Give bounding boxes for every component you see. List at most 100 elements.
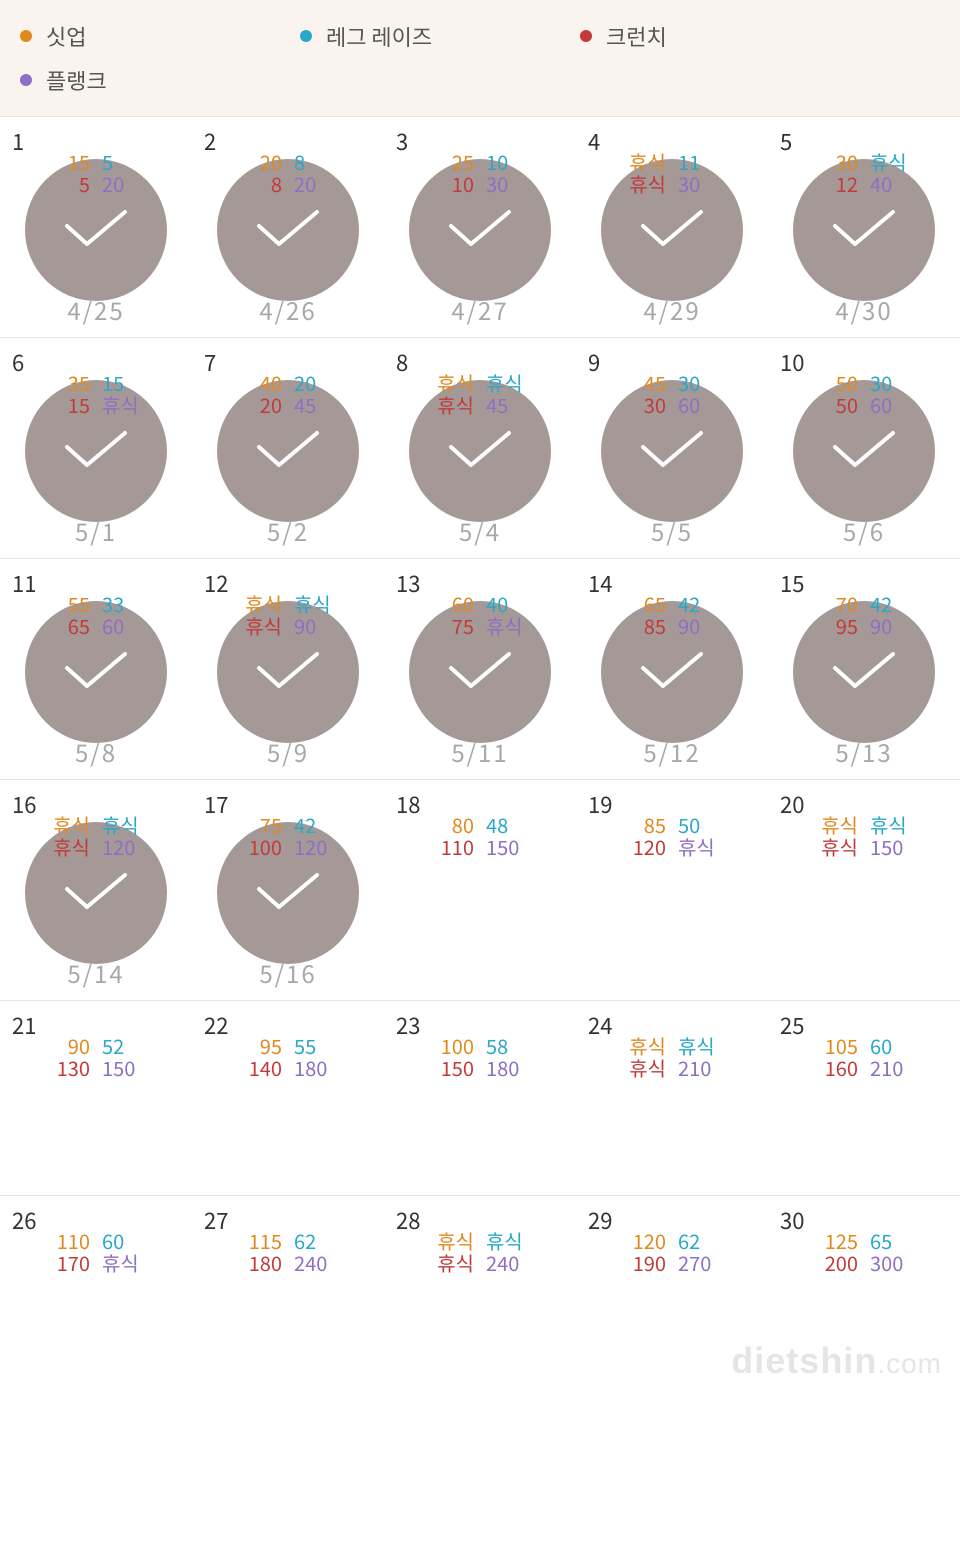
checkmark-icon — [445, 208, 515, 252]
value-crunch: 휴식 — [25, 836, 96, 858]
day-date: 4/27 — [384, 292, 576, 327]
exercise-values: 휴식휴식휴식120 — [25, 814, 167, 858]
day-cell[interactable]: 15704295905/13 — [768, 558, 960, 779]
day-cell[interactable]: 6351515휴식5/1 — [0, 337, 192, 558]
checkmark-icon — [61, 871, 131, 915]
value-crunch: 20 — [217, 394, 288, 416]
day-cell[interactable]: 229555140180 — [192, 1000, 384, 1195]
day-date: 5/13 — [768, 734, 960, 769]
exercise-values: 10058150180 — [409, 1035, 551, 1079]
day-cell[interactable]: 9453030605/5 — [576, 337, 768, 558]
value-crunch: 160 — [793, 1057, 864, 1079]
exercise-values: 휴식휴식휴식150 — [793, 814, 935, 858]
value-crunch: 8 — [217, 173, 288, 195]
value-crunch: 65 — [25, 615, 96, 637]
day-date: 5/2 — [192, 513, 384, 548]
value-crunch: 휴식 — [601, 173, 672, 195]
exercise-values: 9555140180 — [217, 1035, 359, 1079]
day-cell[interactable]: 2310058150180 — [384, 1000, 576, 1195]
exercise-values: 9052130150 — [25, 1035, 167, 1079]
day-cell[interactable]: 8휴식휴식휴식455/4 — [384, 337, 576, 558]
day-cell[interactable]: 20휴식휴식휴식150 — [768, 779, 960, 974]
value-plank: 60 — [96, 615, 167, 637]
exercise-values: 45303060 — [601, 372, 743, 416]
day-cell[interactable]: 16휴식휴식휴식1205/14 — [0, 779, 192, 1000]
value-crunch: 휴식 — [409, 1252, 480, 1274]
day-date: 5/11 — [384, 734, 576, 769]
day-cell[interactable]: 7402020455/2 — [192, 337, 384, 558]
day-date: 5/6 — [768, 513, 960, 548]
checkmark-icon — [637, 650, 707, 694]
value-plank: 90 — [672, 615, 743, 637]
value-plank: 180 — [480, 1057, 551, 1079]
checkmark-icon — [445, 650, 515, 694]
checkmark-icon — [61, 208, 131, 252]
day-cell[interactable]: 24휴식휴식휴식210 — [576, 1000, 768, 1195]
value-crunch: 30 — [601, 394, 672, 416]
legend-item-situp: 싯업 — [20, 20, 300, 52]
day-cell[interactable]: 13604075휴식5/11 — [384, 558, 576, 779]
day-cell[interactable]: 1775421001205/16 — [192, 779, 384, 1000]
exercise-values: 50305060 — [793, 372, 935, 416]
crunch-dot-icon — [580, 30, 592, 42]
day-cell[interactable]: 219052130150 — [0, 1000, 192, 1195]
day-cell[interactable]: 14654285905/12 — [576, 558, 768, 779]
exercise-values: 휴식휴식휴식210 — [601, 1035, 743, 1079]
day-cell[interactable]: 3012565200300dietshin.com — [768, 1195, 960, 1390]
value-crunch: 85 — [601, 615, 672, 637]
day-cell[interactable]: 2510560160210 — [768, 1000, 960, 1195]
exercise-values: 12565200300 — [793, 1230, 935, 1274]
value-plank: 120 — [288, 836, 359, 858]
exercise-values: 208820 — [217, 151, 359, 195]
value-plank: 30 — [480, 173, 551, 195]
value-plank: 120 — [96, 836, 167, 858]
value-crunch: 180 — [217, 1252, 288, 1274]
day-cell[interactable]: 22088204/26 — [192, 116, 384, 337]
exercise-values: 휴식휴식휴식45 — [409, 372, 551, 416]
value-plank: 300 — [864, 1252, 935, 1274]
day-cell[interactable]: 2611060170휴식 — [0, 1195, 192, 1390]
day-cell[interactable]: 2711562180240 — [192, 1195, 384, 1390]
day-cell[interactable]: 11555204/25 — [0, 116, 192, 337]
day-cell[interactable]: 188048110150 — [384, 779, 576, 974]
value-plank: 150 — [864, 836, 935, 858]
value-plank: 90 — [864, 615, 935, 637]
value-crunch: 5 — [25, 173, 96, 195]
day-cell[interactable]: 10503050605/6 — [768, 337, 960, 558]
day-date: 4/30 — [768, 292, 960, 327]
situp-dot-icon — [20, 30, 32, 42]
exercise-values: 8550120휴식 — [601, 814, 743, 858]
day-cell[interactable]: 12휴식휴식휴식905/9 — [192, 558, 384, 779]
day-date: 5/9 — [192, 734, 384, 769]
legend-item-crunch: 크런치 — [580, 20, 860, 52]
value-plank: 240 — [480, 1252, 551, 1274]
checkmark-icon — [253, 871, 323, 915]
value-crunch: 130 — [25, 1057, 96, 1079]
day-date: 5/4 — [384, 513, 576, 548]
value-crunch: 200 — [793, 1252, 864, 1274]
day-cell[interactable]: 28휴식휴식휴식240 — [384, 1195, 576, 1390]
legend-label: 크런치 — [606, 20, 667, 52]
value-plank: 270 — [672, 1252, 743, 1274]
value-plank: 150 — [96, 1057, 167, 1079]
exercise-values: 351515휴식 — [25, 372, 167, 416]
value-crunch: 110 — [409, 836, 480, 858]
exercise-values: 604075휴식 — [409, 593, 551, 637]
value-plank: 240 — [288, 1252, 359, 1274]
legend-item-plank: 플랭크 — [20, 64, 300, 96]
day-cell[interactable]: 4휴식11휴식304/29 — [576, 116, 768, 337]
day-cell[interactable]: 11553365605/8 — [0, 558, 192, 779]
day-cell[interactable]: 530휴식12404/30 — [768, 116, 960, 337]
checkmark-icon — [253, 429, 323, 473]
watermark-suffix: .com — [877, 1348, 942, 1379]
exercise-values: 12062190270 — [601, 1230, 743, 1274]
plank-dot-icon — [20, 74, 32, 86]
day-cell[interactable]: 198550120휴식 — [576, 779, 768, 974]
exercise-values: 휴식11휴식30 — [601, 151, 743, 195]
day-cell[interactable]: 3251010304/27 — [384, 116, 576, 337]
exercise-values: 11562180240 — [217, 1230, 359, 1274]
value-crunch: 휴식 — [217, 615, 288, 637]
legend: 싯업레그 레이즈크런치플랭크 — [0, 0, 960, 116]
value-crunch: 50 — [793, 394, 864, 416]
value-plank: 20 — [96, 173, 167, 195]
